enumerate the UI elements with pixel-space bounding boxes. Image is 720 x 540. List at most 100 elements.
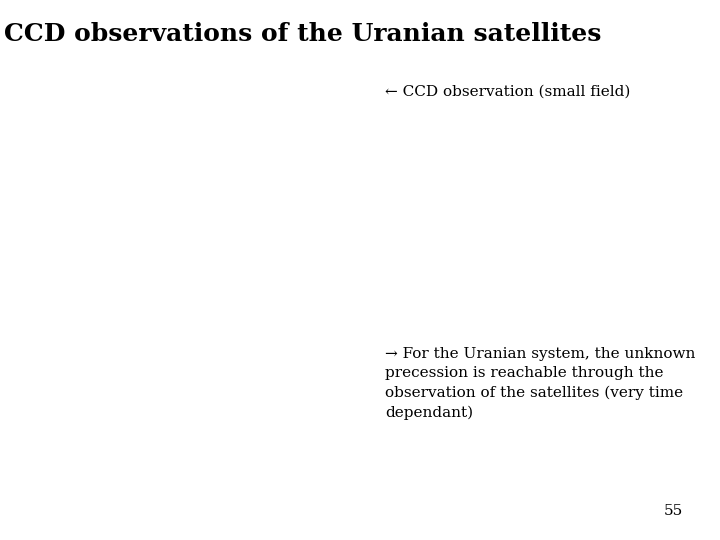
Point <box>333 94 345 103</box>
Point <box>30 212 42 220</box>
Point <box>174 421 186 429</box>
Point <box>4 42 15 50</box>
Point <box>120 186 131 194</box>
Point <box>143 46 155 55</box>
Point <box>279 98 291 106</box>
Point <box>181 179 193 188</box>
Point <box>354 48 365 56</box>
Point <box>175 347 186 355</box>
Point <box>45 262 57 271</box>
Point <box>243 130 255 139</box>
Point <box>356 484 367 493</box>
Point <box>343 453 355 462</box>
Point <box>282 225 293 234</box>
Point <box>325 377 336 386</box>
Point <box>276 451 287 460</box>
Point <box>2 360 14 368</box>
Point <box>258 493 269 502</box>
Point <box>81 166 92 175</box>
Point <box>233 350 245 359</box>
Point <box>135 366 147 374</box>
Point <box>156 335 167 343</box>
Point <box>132 72 143 80</box>
Point <box>176 310 188 319</box>
Point <box>297 50 309 59</box>
Point <box>302 60 314 69</box>
Point <box>55 173 67 181</box>
Point <box>13 395 24 403</box>
Point <box>171 485 182 494</box>
Point <box>49 232 60 240</box>
Point <box>32 140 44 149</box>
Point <box>86 187 98 195</box>
Point <box>233 294 244 302</box>
Text: CCD observations of the Uranian satellites: CCD observations of the Uranian satellit… <box>4 22 601 46</box>
Point <box>347 332 359 340</box>
Point <box>256 309 268 318</box>
Point <box>319 115 330 124</box>
Point <box>182 72 194 81</box>
Point <box>186 377 197 386</box>
Point <box>102 397 113 406</box>
Point <box>6 110 18 118</box>
Point <box>152 137 163 146</box>
Point <box>161 477 172 485</box>
Point <box>114 243 126 252</box>
Point <box>19 242 30 251</box>
Point <box>14 218 26 226</box>
Point <box>94 358 105 367</box>
Point <box>158 184 170 192</box>
Point <box>134 282 145 291</box>
Point <box>104 139 115 148</box>
Point <box>107 377 119 386</box>
Point <box>30 165 41 173</box>
Point <box>130 305 142 313</box>
Point <box>358 133 369 141</box>
Circle shape <box>153 190 158 196</box>
Point <box>114 117 125 125</box>
Point <box>171 320 183 329</box>
Point <box>112 168 124 177</box>
Point <box>48 235 60 244</box>
Point <box>139 347 150 355</box>
Point <box>86 47 98 56</box>
Point <box>282 261 294 270</box>
Point <box>302 300 314 308</box>
Point <box>298 316 310 325</box>
Point <box>119 308 130 317</box>
Point <box>123 68 135 76</box>
Point <box>115 376 127 384</box>
Point <box>126 434 138 442</box>
Point <box>272 262 284 271</box>
Point <box>346 162 357 171</box>
Point <box>284 130 296 138</box>
Point <box>158 160 169 168</box>
Point <box>5 96 17 105</box>
Point <box>131 438 143 447</box>
Point <box>25 119 37 127</box>
Point <box>194 79 205 88</box>
Point <box>83 326 94 334</box>
Point <box>341 368 353 376</box>
Point <box>135 390 147 399</box>
Point <box>60 132 71 141</box>
Point <box>355 80 366 89</box>
Point <box>161 294 173 302</box>
Circle shape <box>150 102 185 140</box>
Point <box>144 65 156 73</box>
Point <box>27 436 38 444</box>
Point <box>163 265 175 273</box>
Point <box>146 220 158 229</box>
Point <box>246 275 258 284</box>
Point <box>191 476 202 484</box>
Point <box>305 87 317 96</box>
Point <box>78 462 90 470</box>
Point <box>66 183 77 192</box>
Point <box>277 161 289 170</box>
Point <box>32 395 44 403</box>
Point <box>173 348 184 357</box>
Point <box>204 295 216 303</box>
Point <box>35 231 47 240</box>
Point <box>301 438 312 447</box>
Point <box>276 455 287 464</box>
